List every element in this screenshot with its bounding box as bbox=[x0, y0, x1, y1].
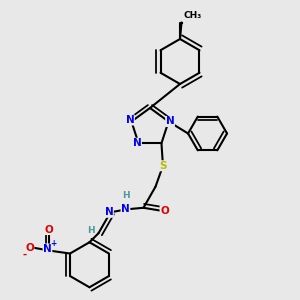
Text: O: O bbox=[160, 206, 169, 216]
Text: N: N bbox=[43, 244, 52, 254]
Text: N: N bbox=[133, 138, 141, 148]
Text: N: N bbox=[166, 116, 174, 127]
Text: -: - bbox=[23, 250, 27, 260]
Text: O: O bbox=[25, 242, 34, 253]
Text: N: N bbox=[121, 204, 130, 214]
Text: +: + bbox=[50, 238, 57, 247]
Text: S: S bbox=[159, 161, 167, 171]
Text: O: O bbox=[45, 224, 53, 235]
Text: N: N bbox=[126, 115, 134, 125]
Text: CH₃: CH₃ bbox=[183, 11, 201, 20]
Text: H: H bbox=[87, 226, 95, 235]
Text: N: N bbox=[105, 207, 113, 217]
Text: H: H bbox=[122, 191, 129, 200]
